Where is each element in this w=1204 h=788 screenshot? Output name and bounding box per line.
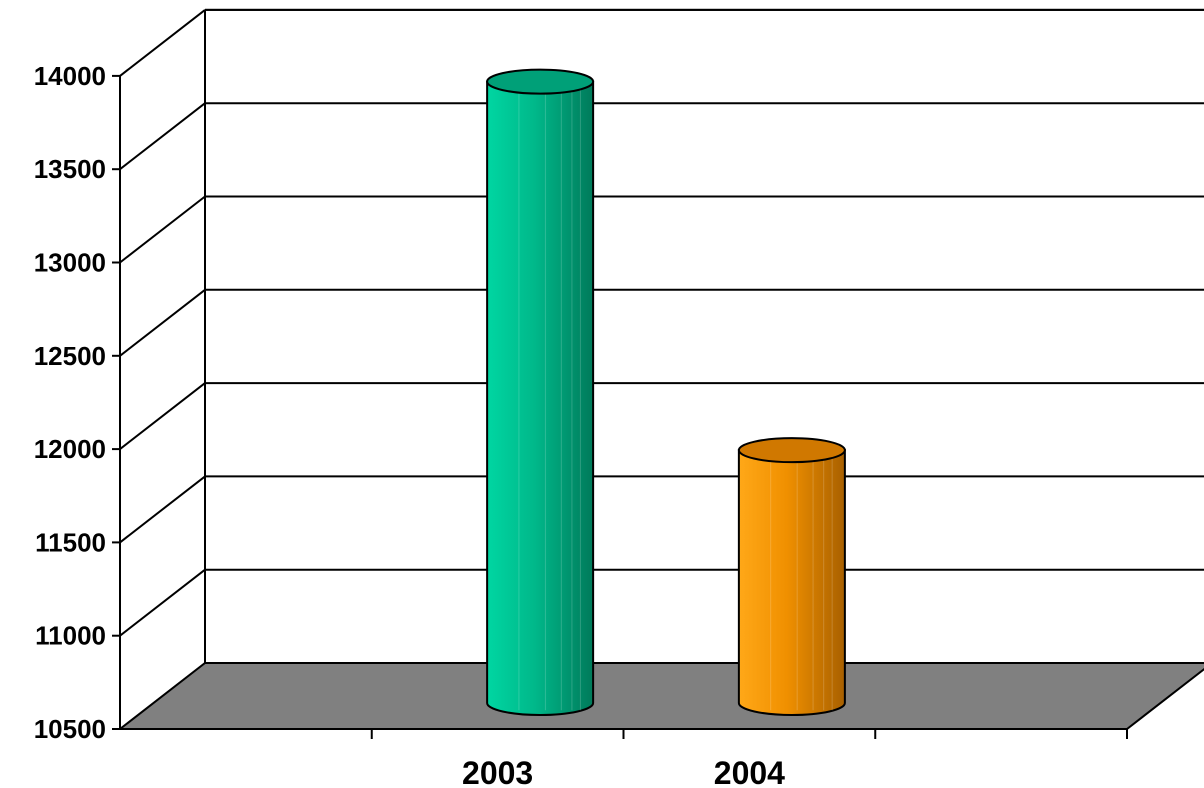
chart-back-wall <box>204 8 1204 663</box>
gridline-diagonal <box>119 382 206 450</box>
y-tick-label: 11000 <box>35 621 106 651</box>
gridline-diagonal <box>119 195 206 264</box>
bars <box>486 68 846 716</box>
bar-body <box>737 449 846 716</box>
x-category-label: 2003 <box>462 755 533 788</box>
y-tick-label: 11500 <box>35 527 106 557</box>
gridline-diagonal <box>119 102 206 170</box>
y-tick-label: 13500 <box>34 154 106 184</box>
bar-top <box>737 437 846 464</box>
gridline-diagonal <box>119 475 206 544</box>
y-tick-label: 12500 <box>34 341 106 371</box>
y-axis: 14000 13500 13000 12500 12000 11500 11000 10500 <box>34 61 120 744</box>
y-tick-label: 12000 <box>34 434 106 464</box>
gridlines <box>119 8 1204 637</box>
bar-body <box>486 80 595 716</box>
gridline-diagonal <box>119 568 206 637</box>
bar-top <box>486 68 595 95</box>
y-tick-label: 10500 <box>34 714 106 744</box>
bar-2004 <box>737 437 846 716</box>
bar-2003 <box>486 68 595 716</box>
y-tick-label: 13000 <box>34 248 106 278</box>
chart-floor <box>117 662 1204 730</box>
gridline-diagonal <box>119 9 206 77</box>
x-axis: 2003 2004 <box>370 729 1128 788</box>
gridline-diagonal <box>119 289 206 357</box>
x-category-label: 2004 <box>714 755 785 788</box>
y-tick-label: 14000 <box>34 61 106 91</box>
